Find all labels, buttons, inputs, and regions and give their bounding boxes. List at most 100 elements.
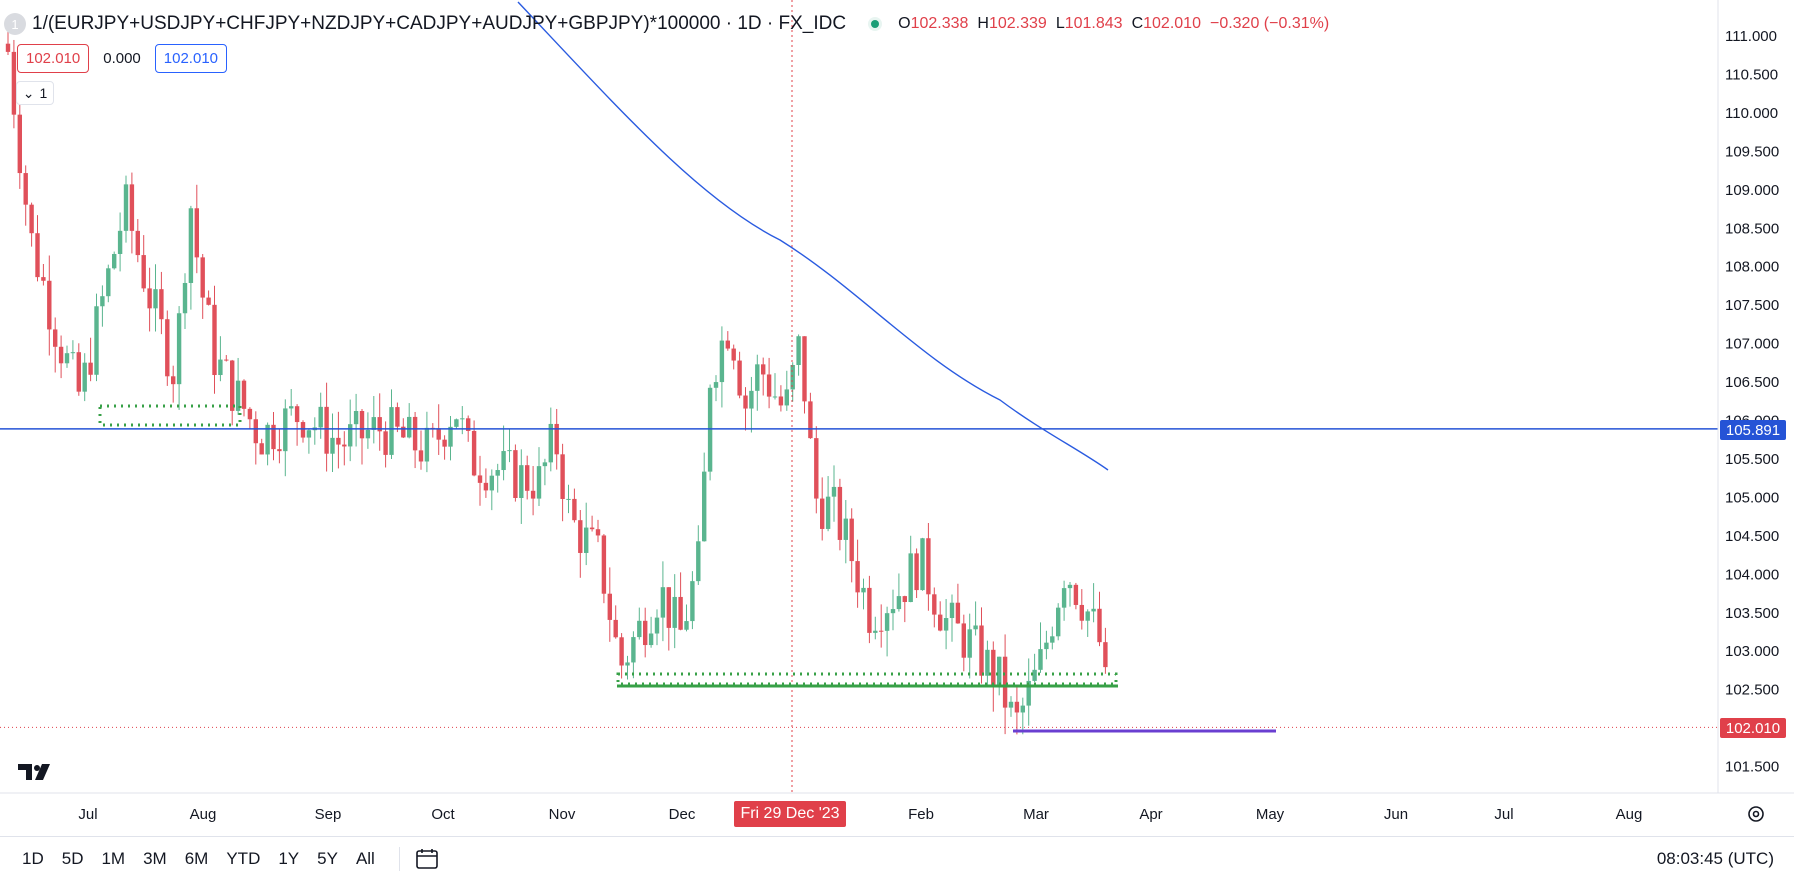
candle-up bbox=[542, 462, 548, 467]
candle-up bbox=[784, 389, 789, 406]
time-tick-label: Jul bbox=[78, 806, 97, 823]
candle-down bbox=[342, 444, 347, 447]
candle-up bbox=[1026, 680, 1031, 706]
candle-down bbox=[383, 431, 388, 455]
range-5d-button[interactable]: 5D bbox=[61, 849, 84, 868]
candle-up bbox=[949, 602, 955, 619]
tradingview-logo-icon bbox=[18, 758, 54, 789]
candle-up bbox=[489, 475, 494, 491]
symbol-title[interactable]: 1/(EURJPY+USDJPY+CHFJPY+NZDJPY+CADJPY+AU… bbox=[32, 13, 847, 34]
candle-down bbox=[359, 411, 365, 439]
candle-up bbox=[123, 184, 129, 231]
candle-up bbox=[70, 352, 76, 354]
candle-down bbox=[247, 408, 253, 420]
candle-up bbox=[790, 365, 795, 390]
candle-down bbox=[471, 430, 477, 476]
candle-up bbox=[648, 633, 654, 646]
candle-up bbox=[306, 430, 312, 438]
candle-up bbox=[654, 617, 660, 634]
chart-header: 1 1/(EURJPY+USDJPY+CHFJPY+NZDJPY+CADJPY+… bbox=[4, 10, 1329, 38]
collapse-indicators-button[interactable]: ⌄ 1 bbox=[16, 81, 54, 105]
candle-down bbox=[171, 376, 176, 385]
time-tick-label: Mar bbox=[1023, 806, 1049, 823]
range-ytd-button[interactable]: YTD bbox=[226, 849, 261, 868]
candle-up bbox=[707, 387, 713, 472]
candle-down bbox=[1079, 604, 1084, 621]
candle-down bbox=[961, 623, 966, 658]
range-1m-button[interactable]: 1M bbox=[101, 849, 126, 868]
candle-up bbox=[684, 621, 689, 630]
range-1d-button[interactable]: 1D bbox=[22, 849, 44, 868]
candle-down bbox=[572, 498, 577, 521]
candle-down bbox=[802, 336, 807, 402]
candle-up bbox=[188, 208, 194, 283]
candle-down bbox=[206, 297, 211, 305]
price-tick-label: 109.500 bbox=[1725, 143, 1779, 160]
candle-down bbox=[324, 406, 329, 454]
candle-up bbox=[389, 407, 394, 455]
time-tick-label: Jun bbox=[1384, 806, 1408, 823]
candle-down bbox=[643, 620, 648, 646]
go-to-date-calendar-icon[interactable] bbox=[414, 847, 440, 871]
time-tick-label: May bbox=[1256, 806, 1285, 823]
candle-down bbox=[595, 529, 601, 536]
candle-down bbox=[725, 340, 730, 349]
candle-down bbox=[837, 486, 843, 540]
time-tick-label: Apr bbox=[1139, 806, 1162, 823]
candle-up bbox=[519, 465, 524, 498]
candle-down bbox=[513, 450, 518, 498]
time-tick-label: Aug bbox=[1616, 806, 1643, 823]
candle-up bbox=[495, 470, 500, 476]
utc-clock[interactable]: 08:03:45 (UTC) bbox=[1656, 849, 1774, 868]
range-6m-button[interactable]: 6M bbox=[184, 849, 209, 868]
candle-down bbox=[808, 401, 813, 439]
candle-down bbox=[395, 407, 400, 427]
candle-up bbox=[424, 427, 430, 462]
settings-gear-icon[interactable] bbox=[1745, 803, 1767, 825]
range-all-button[interactable]: All bbox=[355, 849, 375, 868]
candle-up bbox=[884, 613, 890, 631]
candle-up bbox=[117, 230, 123, 254]
candle-up bbox=[94, 306, 99, 375]
candle-down bbox=[336, 437, 341, 445]
candle-down bbox=[159, 289, 164, 320]
candle-up bbox=[460, 418, 465, 420]
candle-down bbox=[666, 587, 671, 628]
candle-up bbox=[1020, 705, 1025, 713]
price-tick-label: 101.500 bbox=[1725, 759, 1779, 776]
candle-down bbox=[743, 395, 748, 409]
time-tick-label: Nov bbox=[549, 806, 576, 823]
candle-down bbox=[17, 114, 22, 174]
candle-up bbox=[106, 268, 111, 297]
candle-down bbox=[955, 602, 961, 624]
candle-up bbox=[1050, 636, 1055, 643]
range-1y-button[interactable]: 1Y bbox=[278, 849, 300, 868]
candle-down bbox=[1014, 701, 1020, 713]
candle-up bbox=[153, 289, 158, 309]
price-tick-label: 107.000 bbox=[1725, 336, 1779, 353]
bottom-toolbar: 1D 5D 1M 3M 6M YTD 1Y 5Y All 08:03:45 (U… bbox=[0, 836, 1794, 881]
candle-up bbox=[1008, 701, 1014, 708]
candle-down bbox=[1002, 656, 1008, 708]
time-tick-label: Sep bbox=[315, 806, 342, 823]
price-tick-label: 110.500 bbox=[1725, 66, 1778, 83]
range-3m-button[interactable]: 3M bbox=[143, 849, 167, 868]
price-tick-label: 109.000 bbox=[1725, 182, 1779, 199]
candle-up bbox=[625, 662, 630, 666]
candle-down bbox=[418, 450, 424, 462]
candle-up bbox=[283, 408, 288, 452]
buy-button[interactable]: 102.010 bbox=[154, 44, 228, 73]
candle-up bbox=[507, 450, 512, 452]
range-5y-button[interactable]: 5Y bbox=[317, 849, 338, 868]
candle-up bbox=[407, 416, 412, 438]
price-tick-label: 106.500 bbox=[1725, 374, 1779, 391]
price-chart[interactable]: 101.500102.000102.500103.000103.500104.0… bbox=[0, 0, 1794, 836]
candle-down bbox=[53, 329, 58, 347]
sell-button[interactable]: 102.010 bbox=[17, 44, 90, 73]
price-tick-label: 104.500 bbox=[1725, 528, 1779, 545]
candle-up bbox=[566, 498, 571, 500]
candle-down bbox=[377, 417, 382, 432]
candle-down bbox=[442, 439, 447, 447]
candle-up bbox=[112, 253, 117, 269]
last-price-tag: 102.010 bbox=[1720, 718, 1786, 738]
